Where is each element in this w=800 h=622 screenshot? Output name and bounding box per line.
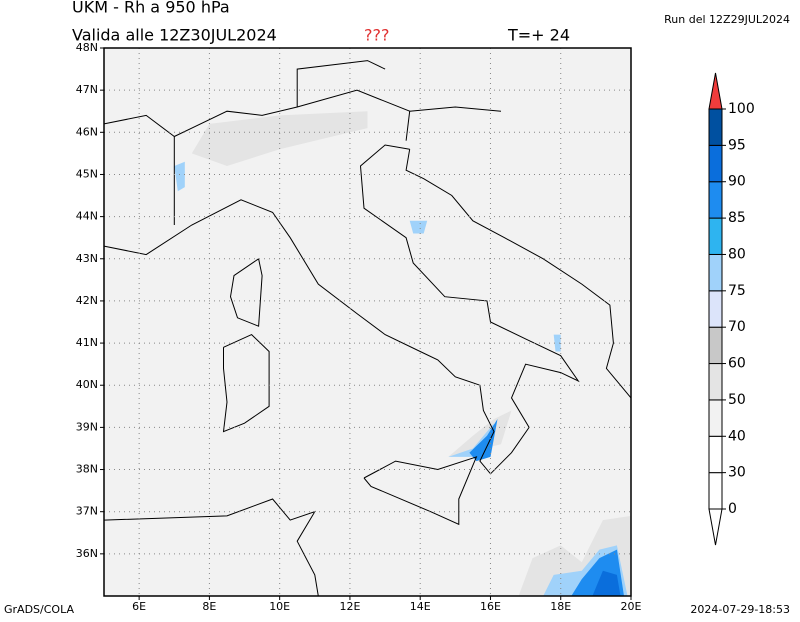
- colorbar-segment: [708, 472, 723, 510]
- coastline: [296, 60, 386, 107]
- coastline: [222, 334, 270, 433]
- title: UKM - Rh a 950 hPa: [72, 0, 230, 17]
- lon-label: 12E: [339, 600, 360, 613]
- lon-label: 18E: [550, 600, 571, 613]
- lon-label: 20E: [621, 600, 642, 613]
- colorbar-segment: [708, 290, 723, 328]
- map: 48N 47N 46N 45N 44N 43N 42N 41N 40N 39N 38N 37N 36N 6…: [76, 41, 642, 613]
- lat-label: 43N: [76, 252, 98, 265]
- lat-label: 44N: [76, 210, 98, 223]
- forecast-step: T=+ 24: [507, 26, 570, 45]
- timestamp: 2024-07-29-18:53: [690, 603, 790, 616]
- colorbar-segment: [708, 363, 723, 401]
- colorbar-label: 70: [728, 319, 746, 335]
- lon-label: 14E: [410, 600, 431, 613]
- lon-label: 16E: [480, 600, 501, 613]
- credit: GrADS/COLA: [4, 603, 74, 616]
- colorbar-label: 80: [728, 246, 746, 262]
- lat-label: 41N: [76, 336, 98, 349]
- lat-label: 42N: [76, 294, 98, 307]
- humidity-patch: [174, 161, 185, 192]
- humidity-patch: [592, 570, 621, 596]
- colorbar-segment: [708, 399, 723, 437]
- lon-label: 10E: [269, 600, 290, 613]
- lat-label: 38N: [76, 463, 98, 476]
- colorbar-under: [708, 508, 723, 546]
- lat-label: 40N: [76, 378, 98, 391]
- colorbar-segment: [708, 181, 723, 219]
- coastline: [229, 258, 263, 327]
- coastline: [363, 456, 478, 526]
- coastline: [173, 89, 411, 225]
- colorbar-label: 100: [728, 101, 755, 117]
- lat-label: 46N: [76, 125, 98, 138]
- colorbar-segment: [708, 144, 723, 183]
- lat-label: 47N: [76, 83, 98, 96]
- lat-label: 37N: [76, 505, 98, 518]
- lon-label: 6E: [132, 600, 146, 613]
- colorbar-over: [708, 72, 723, 110]
- humidity-patch: [409, 220, 428, 234]
- coastline: [103, 114, 175, 137]
- valid-time: Valida alle 12Z30JUL2024: [72, 26, 277, 45]
- colorbar-label: 30: [728, 465, 746, 481]
- flag: ???: [364, 26, 389, 45]
- colorbar-label: 75: [728, 283, 746, 299]
- colorbar-label: 85: [728, 210, 746, 226]
- colorbar-label: 90: [728, 174, 746, 190]
- coastline: [409, 106, 502, 112]
- colorbar-label: 40: [728, 428, 746, 444]
- lat-label: 36N: [76, 547, 98, 560]
- run-time: Run del 12Z29JUL2024: [664, 13, 790, 26]
- colorbar-label: 50: [728, 392, 746, 408]
- lat-label: 45N: [76, 167, 98, 180]
- colorbar-segment: [708, 435, 723, 474]
- humidity-patch: [553, 334, 561, 352]
- lon-label: 8E: [202, 600, 216, 613]
- colorbar-segment: [708, 253, 723, 292]
- coastline: [405, 149, 632, 399]
- colorbar: 0 30 40 50 60 70 75 80 85 90 95 100: [708, 72, 755, 546]
- lat-label: 48N: [76, 41, 98, 54]
- lat-label: 39N: [76, 420, 98, 433]
- colorbar-label: 95: [728, 137, 746, 153]
- humidity-patch: [469, 419, 498, 462]
- colorbar-segment: [708, 108, 723, 146]
- colorbar-segment: [708, 326, 723, 365]
- colorbar-label: 0: [728, 501, 737, 517]
- map-frame: [103, 47, 632, 597]
- colorbar-segment: [708, 217, 723, 255]
- colorbar-label: 60: [728, 356, 746, 372]
- coastline: [103, 144, 580, 475]
- coastline: [103, 498, 319, 597]
